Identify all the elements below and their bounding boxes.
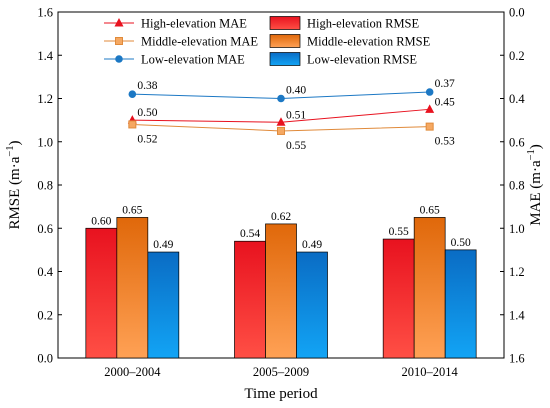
- bar-value-label: 0.54: [240, 228, 260, 240]
- line-value-label: 0.38: [137, 80, 157, 92]
- line-value-label: 0.53: [435, 136, 455, 148]
- left-tick-label: 0.8: [37, 179, 53, 193]
- legend-label: Middle-elevation MAE: [141, 35, 258, 49]
- left-tick-label: 1.6: [37, 6, 53, 20]
- triangle-marker: [425, 104, 435, 113]
- left-tick-label: 1.0: [37, 135, 53, 149]
- legend-bar-swatch: [269, 34, 301, 48]
- bar-value-label: 0.49: [153, 239, 173, 251]
- legend-label: Low-elevation MAE: [141, 53, 245, 67]
- bar: [444, 249, 477, 359]
- legend-label: High-elevation MAE: [141, 17, 247, 31]
- bar: [147, 251, 180, 359]
- bar: [382, 238, 415, 359]
- circle-marker: [128, 90, 137, 98]
- left-tick-label: 1.4: [37, 49, 53, 63]
- left-tick-label: 0.6: [37, 222, 53, 236]
- legend-bar-swatch: [269, 16, 301, 30]
- bar-value-label: 0.49: [302, 239, 322, 251]
- legend-label: Middle-elevation RMSE: [307, 35, 431, 49]
- bar: [116, 217, 149, 359]
- square-marker: [277, 126, 285, 135]
- line-value-label: 0.45: [435, 96, 455, 108]
- right-tick-label: 1.0: [509, 222, 525, 236]
- right-tick-label: 0.6: [509, 135, 525, 149]
- legend-label: High-elevation RMSE: [307, 17, 420, 31]
- left-tick-label: 0.2: [37, 308, 53, 322]
- x-tick-label: 2005–2009: [253, 365, 309, 379]
- bar-value-label: 0.55: [389, 226, 409, 238]
- left-tick-label: 0.0: [37, 352, 53, 366]
- bar: [265, 223, 297, 359]
- bar-value-label: 0.65: [420, 204, 440, 216]
- bar: [296, 251, 328, 359]
- x-tick-label: 2000–2004: [104, 365, 161, 379]
- right-tick-label: 1.4: [509, 308, 525, 322]
- x-axis-title: Time period: [244, 386, 318, 402]
- bar-value-label: 0.50: [451, 237, 471, 249]
- triangle-marker: [114, 18, 124, 27]
- line-value-label: 0.52: [137, 133, 157, 145]
- right-tick-label: 1.6: [509, 352, 525, 366]
- legend-label: Low-elevation RMSE: [307, 53, 417, 67]
- bar-value-label: 0.65: [122, 204, 142, 216]
- line-value-label: 0.55: [286, 140, 306, 152]
- bar: [85, 227, 118, 359]
- left-tick-label: 0.4: [37, 265, 53, 279]
- y-axis-right-title: MAE (m·a−1): [526, 144, 544, 226]
- line-value-label: 0.37: [435, 78, 455, 90]
- bar-value-label: 0.60: [91, 215, 111, 227]
- circle-marker: [425, 88, 434, 96]
- y-axis-left-title: RMSE (m·a−1): [5, 140, 23, 229]
- bar: [413, 217, 446, 359]
- square-marker: [128, 120, 137, 129]
- right-tick-label: 0.8: [509, 179, 525, 193]
- legend-bar-swatch: [269, 52, 301, 66]
- line-value-label: 0.51: [286, 109, 306, 121]
- triangle-marker: [276, 117, 286, 126]
- square-marker: [115, 37, 123, 45]
- line-value-label: 0.40: [286, 85, 306, 97]
- square-marker: [425, 122, 434, 131]
- circle-marker: [277, 94, 285, 103]
- bar: [234, 240, 266, 359]
- left-tick-label: 1.2: [37, 92, 53, 106]
- right-tick-label: 1.2: [509, 265, 525, 279]
- bar-value-label: 0.62: [271, 211, 291, 223]
- circle-marker: [115, 55, 123, 63]
- right-tick-label: 0.4: [509, 92, 525, 106]
- right-tick-label: 0.2: [509, 49, 525, 63]
- right-tick-label: 0.0: [509, 6, 525, 20]
- x-tick-label: 2010–2014: [402, 365, 459, 379]
- line-value-label: 0.50: [137, 107, 157, 119]
